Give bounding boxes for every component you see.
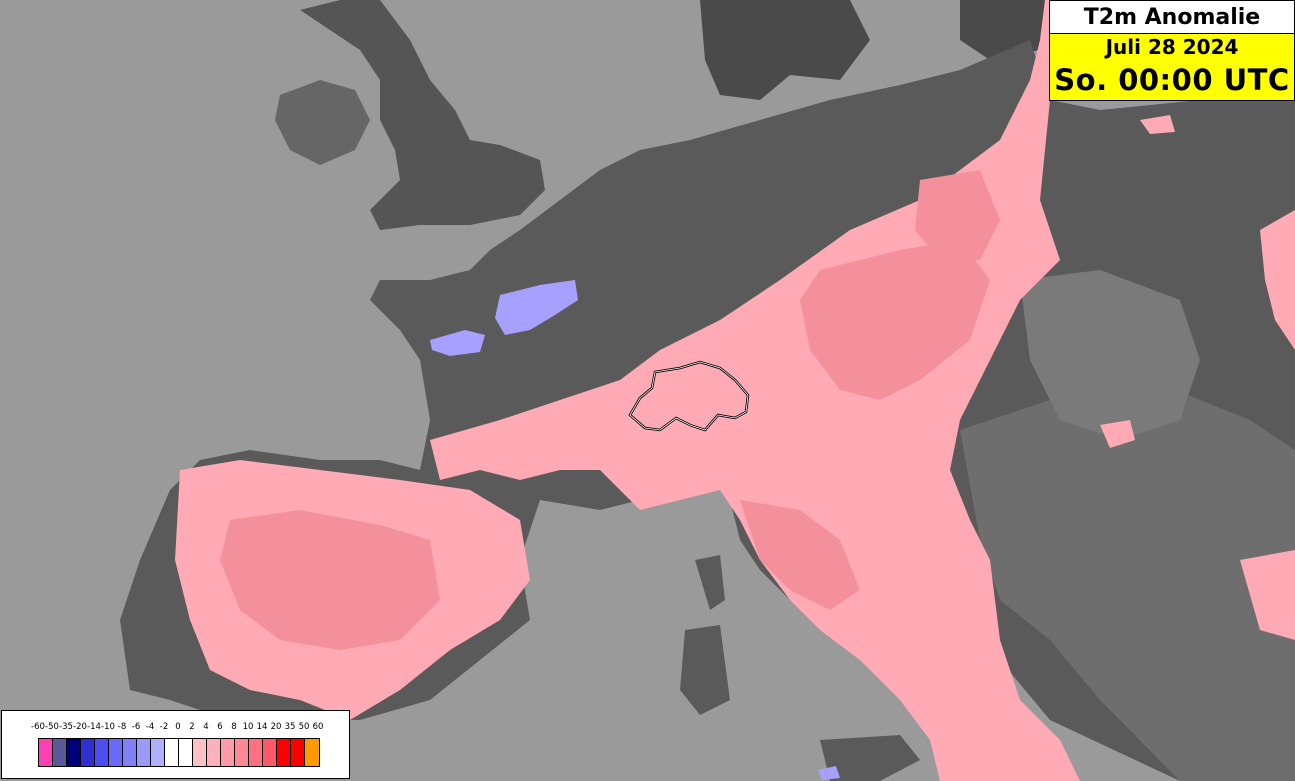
legend-swatch (193, 739, 207, 766)
legend-swatch (263, 739, 277, 766)
legend-labels: -60 -50 -35 -20 -14 -10 -8 -6 -4 -2 0 2 4 6 8 10 14 20 35 5… (31, 722, 332, 734)
legend-label: 35 (284, 722, 296, 732)
legend-swatch (151, 739, 165, 766)
legend-label: -10 (101, 722, 115, 732)
legend-swatch (165, 739, 179, 766)
legend-label: -4 (145, 722, 155, 732)
legend-swatch (39, 739, 53, 766)
legend-swatch (137, 739, 151, 766)
legend-label: 14 (256, 722, 268, 732)
legend-swatch (291, 739, 305, 766)
legend-swatch (53, 739, 67, 766)
legend-swatch (207, 739, 221, 766)
legend-label: 10 (242, 722, 254, 732)
warm-anomaly-areas (175, 0, 1295, 781)
legend-swatch (277, 739, 291, 766)
map-title: T2m Anomalie (1050, 1, 1294, 34)
legend-label: 0 (175, 722, 181, 732)
legend-label: -2 (159, 722, 169, 732)
legend-label: -50 (45, 722, 59, 732)
legend-label: -60 (31, 722, 45, 732)
legend-swatch (81, 739, 95, 766)
legend-swatch (123, 739, 137, 766)
legend-label: -35 (59, 722, 73, 732)
title-box: T2m Anomalie Juli 28 2024 So. 00:00 UTC (1049, 0, 1295, 101)
legend-label: -8 (117, 722, 127, 732)
legend-swatch (179, 739, 193, 766)
color-legend: -60 -50 -35 -20 -14 -10 -8 -6 -4 -2 0 2 4 6 8 10 14 20 35 5… (1, 710, 350, 779)
map-time: So. 00:00 UTC (1054, 63, 1290, 97)
legend-swatch (95, 739, 109, 766)
legend-swatch (67, 739, 81, 766)
legend-label: 20 (270, 722, 282, 732)
legend-swatch (221, 739, 235, 766)
legend-label: 6 (217, 722, 223, 732)
legend-swatch (305, 739, 319, 766)
legend-swatch (249, 739, 263, 766)
legend-label: -20 (73, 722, 87, 732)
legend-label: -6 (131, 722, 141, 732)
legend-label: 8 (231, 722, 237, 732)
legend-label: -14 (87, 722, 101, 732)
legend-swatch (109, 739, 123, 766)
legend-swatches (38, 738, 320, 767)
legend-label: 60 (312, 722, 324, 732)
legend-label: 4 (203, 722, 209, 732)
legend-label: 2 (189, 722, 195, 732)
legend-swatch (235, 739, 249, 766)
legend-label: 50 (298, 722, 310, 732)
switzerland-outline-inner (629, 361, 749, 431)
map-date: Juli 28 2024 (1105, 35, 1239, 59)
cool-anomaly-areas (430, 280, 840, 780)
